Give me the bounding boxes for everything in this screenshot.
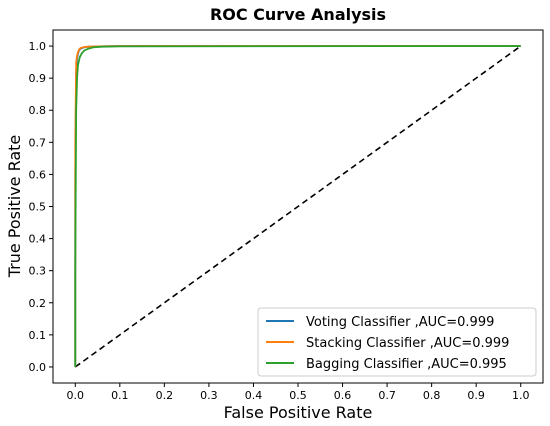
legend-label: Voting Classifier ,AUC=0.999 <box>306 315 494 330</box>
x-axis-label: False Positive Rate <box>224 403 373 422</box>
legend-label: Stacking Classifier ,AUC=0.999 <box>306 336 509 351</box>
y-tick-label: 0.8 <box>29 104 47 117</box>
y-tick-label: 0.1 <box>29 329 47 342</box>
x-tick-label: 0.3 <box>200 389 218 402</box>
x-tick-label: 0.9 <box>467 389 485 402</box>
x-tick-label: 1.0 <box>512 389 530 402</box>
y-tick-label: 0.6 <box>29 168 47 181</box>
x-tick-label: 0.6 <box>334 389 352 402</box>
y-axis-ticks: 0.0 0.1 0.2 0.3 0.4 0.5 0.6 0.7 0.8 0.9 1.0 <box>29 40 53 374</box>
x-tick-label: 0.7 <box>378 389 396 402</box>
legend: Voting Classifier ,AUC=0.999 Stacking Cla… <box>257 307 537 377</box>
y-tick-label: 0.9 <box>29 72 47 85</box>
chance-diagonal-line <box>74 45 522 368</box>
x-tick-label: 0.1 <box>111 389 129 402</box>
y-tick-label: 1.0 <box>29 40 47 53</box>
legend-box <box>257 307 537 377</box>
x-tick-label: 0.4 <box>245 389 263 402</box>
y-tick-label: 0.3 <box>29 265 47 278</box>
x-tick-label: 0.8 <box>423 389 441 402</box>
chart-title: ROC Curve Analysis <box>210 5 386 24</box>
y-tick-label: 0.0 <box>29 361 47 374</box>
y-tick-label: 0.7 <box>29 136 47 149</box>
chance-line <box>74 45 522 368</box>
x-tick-label: 0.2 <box>156 389 174 402</box>
x-axis-ticks: 0.0 0.1 0.2 0.3 0.4 0.5 0.6 0.7 0.8 0.9 1.0 <box>67 383 530 402</box>
y-tick-label: 0.5 <box>29 201 47 214</box>
roc-lines <box>74 45 521 367</box>
y-tick-label: 0.2 <box>29 297 47 310</box>
series-line-3 <box>74 45 521 367</box>
y-tick-label: 0.4 <box>29 233 47 246</box>
x-tick-label: 0.0 <box>67 389 85 402</box>
x-tick-label: 0.5 <box>289 389 307 402</box>
y-axis-label: True Positive Rate <box>5 135 24 279</box>
legend-label: Bagging Classifier ,AUC=0.995 <box>306 357 507 372</box>
